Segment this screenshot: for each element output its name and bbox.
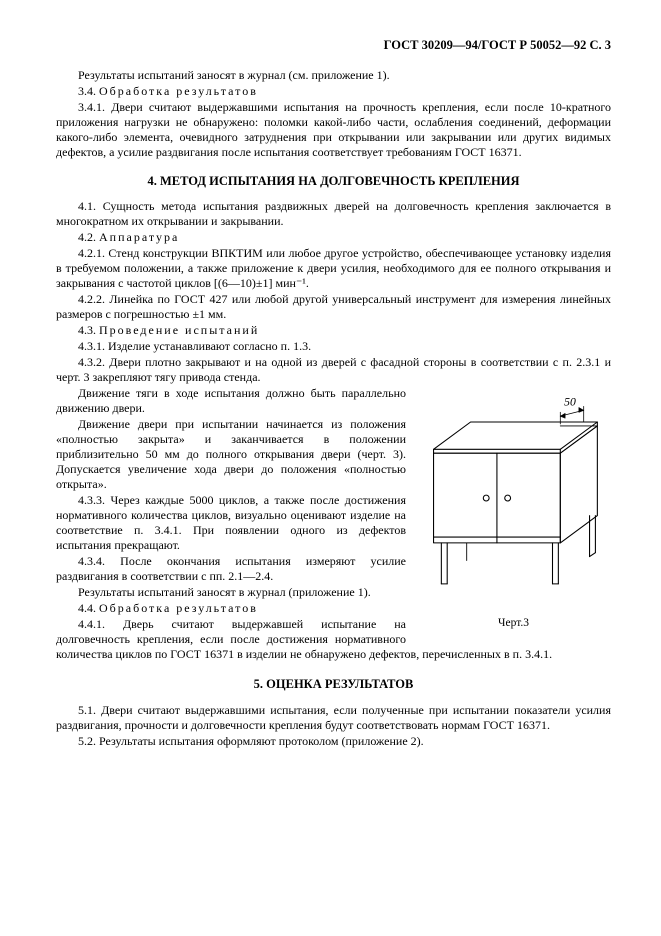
para-3-4: 3.4. Обработка результатов	[56, 84, 611, 99]
para-4-1: 4.1. Сущность метода испытания раздвижны…	[56, 199, 611, 229]
para-3-4-1: 3.4.1. Двери считают выдержавшими испыта…	[56, 100, 611, 160]
section-5-title: 5. ОЦЕНКА РЕЗУЛЬТАТОВ	[56, 677, 611, 693]
clause-num: 4.2.	[78, 230, 99, 244]
figure-3-svg: 50	[416, 390, 611, 610]
clause-num: 4.4.	[78, 601, 99, 615]
page-header: ГОСТ 30209—94/ГОСТ Р 50052—92 С. 3	[56, 38, 611, 54]
para-4-2: 4.2. Аппаратура	[56, 230, 611, 245]
figure-3-caption: Черт.3	[416, 616, 611, 630]
para-results-journal: Результаты испытаний заносят в журнал (с…	[56, 68, 611, 83]
clause-title: Обработка результатов	[99, 601, 258, 615]
para-4-2-1: 4.2.1. Стенд конструкции ВПКТИМ или любо…	[56, 246, 611, 291]
clause-title: Обработка результатов	[99, 84, 258, 98]
para-5-1: 5.1. Двери считают выдержавшими испытани…	[56, 703, 611, 733]
clause-title: Проведение испытаний	[99, 323, 259, 337]
clause-num: 4.3.	[78, 323, 99, 337]
para-4-2-2: 4.2.2. Линейка по ГОСТ 427 или любой дру…	[56, 292, 611, 322]
section-4-title: 4. МЕТОД ИСПЫТАНИЯ НА ДОЛГОВЕЧНОСТЬ КРЕП…	[56, 174, 611, 190]
figure-3: 50 Черт.3	[416, 390, 611, 630]
dim-50-label: 50	[564, 396, 576, 409]
para-5-2: 5.2. Результаты испытания оформляют прот…	[56, 734, 611, 749]
clause-title: Аппаратура	[99, 230, 179, 244]
clause-num: 3.4.	[78, 84, 99, 98]
para-4-3-2: 4.3.2. Двери плотно закрывают и на одной…	[56, 355, 611, 385]
fig-wrap-block: 50 Черт.3 Движение тяги в ходе испытания…	[56, 386, 611, 663]
para-4-3: 4.3. Проведение испытаний	[56, 323, 611, 338]
para-4-3-1: 4.3.1. Изделие устанавливают согласно п.…	[56, 339, 611, 354]
